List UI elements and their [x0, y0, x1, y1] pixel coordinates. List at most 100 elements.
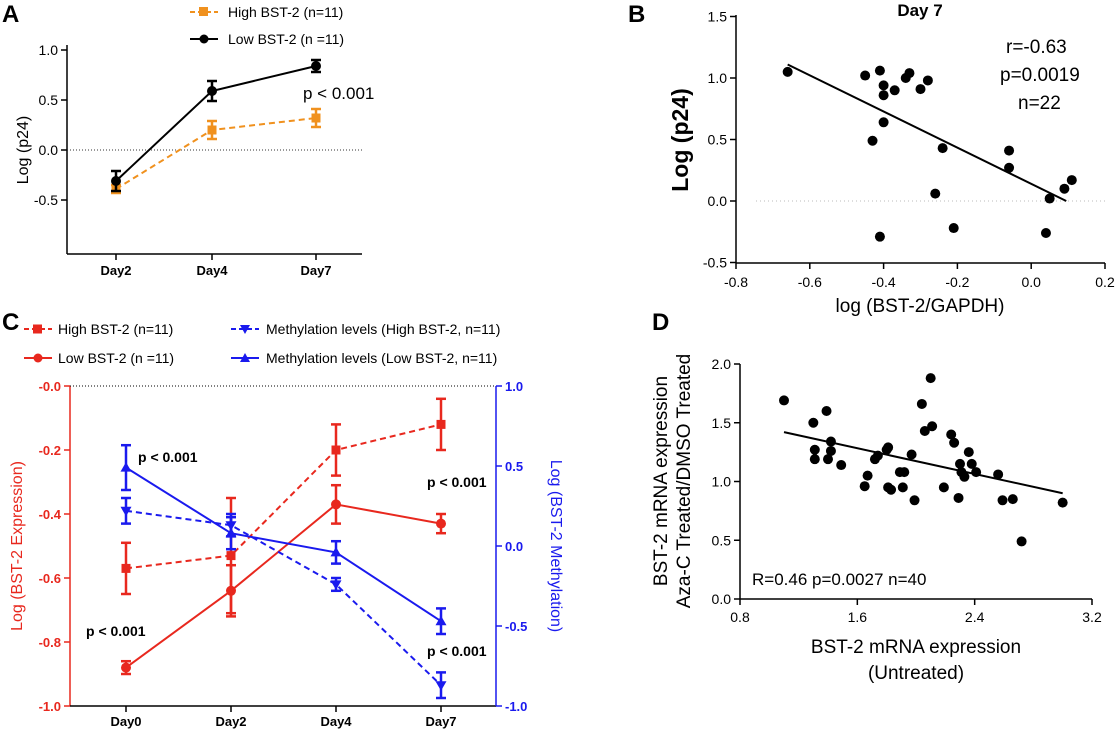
panel-d-x-ticks: 0.8 1.6 2.4 3.2: [730, 599, 1102, 625]
d-data-point: [925, 373, 936, 384]
c-series-high-bst-2-n-11: [121, 397, 446, 615]
c-point: [330, 546, 342, 557]
d-y-tick-label-0-5: 0.5: [712, 532, 732, 548]
d-data-point: [1057, 497, 1068, 508]
legend-c-meth-high: Methylation levels (High BST-2, n=11): [231, 321, 500, 337]
panel-b-y-label: Log (p24): [667, 88, 693, 192]
d-data-point: [916, 398, 927, 409]
d-data-point: [823, 454, 833, 465]
panel-b-fit-line: [787, 63, 1067, 202]
d-data-point: [953, 492, 964, 503]
c-yr-tick-label-0-0: 0.0: [505, 539, 523, 554]
b-data-point: [867, 135, 878, 146]
c-yr-tick-label-0-5: 0.5: [505, 459, 523, 474]
a-x-tick-label-day4: Day4: [196, 263, 228, 278]
legend-c-meth-high-marker: [240, 325, 250, 334]
panel-d-y-ticks: 0.0 0.5 1.0 1.5 2.0: [712, 356, 740, 607]
a-y-tick-label-0-5: 0.5: [39, 92, 59, 108]
b-x-tick-label-0-0: 0.0: [1021, 274, 1041, 290]
c-x-tick-label-day2: Day2: [215, 714, 246, 729]
c-series-methylation-levels-low-bst-2-n-11: [120, 443, 447, 636]
c-series-line: [125, 509, 442, 686]
d-data-point: [966, 458, 977, 469]
c-point: [225, 527, 237, 538]
c-series-line: [125, 423, 442, 570]
c-point: [436, 518, 446, 529]
legend-c-meth-low-label: Methylation levels (Low BST-2, n=11): [266, 350, 497, 366]
c-point: [226, 585, 236, 596]
c-x-tick-label-day0: Day0: [110, 714, 141, 729]
d-data-point: [997, 495, 1008, 506]
b-data-point: [937, 143, 948, 154]
a-series-high-bst-2-n-11: [111, 107, 321, 195]
a-point: [311, 113, 321, 123]
panel-a-y-ticks: -0.5 0.0 0.5 1.0: [34, 42, 67, 208]
b-data-point: [878, 90, 889, 101]
d-data-point: [821, 406, 832, 416]
c-point: [120, 506, 132, 517]
panel-c-legend: High BST-2 (n=11) Low BST-2 (n =11) Meth…: [24, 321, 500, 366]
c-point: [331, 445, 341, 455]
panel-b-p-value: p=0.0019: [1000, 65, 1080, 86]
b-x-tick-label-0-4: -0.4: [872, 274, 896, 290]
d-y-tick-label-0-0: 0.0: [712, 591, 732, 607]
panel-c-pvalue-day7-bottom: p < 0.001: [427, 643, 487, 659]
d-x-tick-label-3-2: 3.2: [1082, 609, 1102, 625]
panel-b-x-label: log (BST-2/GAPDH): [836, 296, 1005, 317]
legend-c-meth-low: Methylation levels (Low BST-2, n=11): [231, 350, 497, 366]
panel-a-legend: High BST-2 (n=11) Low BST-2 (n =11): [190, 4, 344, 47]
a-series-line: [115, 65, 317, 182]
b-data-point: [1044, 193, 1055, 204]
legend-high-bst2-marker: [199, 7, 208, 16]
b-y-tick-label-0-5: 0.5: [708, 132, 728, 148]
panel-c-left-label: Log (BST-2 Expression): [9, 461, 26, 631]
b-data-point: [860, 70, 871, 81]
d-data-point: [809, 444, 820, 455]
b-data-point: [874, 231, 885, 242]
d-y-tick-label-1-0: 1.0: [712, 474, 732, 490]
legend-c-high-marker: [33, 324, 42, 334]
a-series-low-bst-2-n-11: [111, 58, 321, 193]
c-point: [435, 681, 447, 691]
d-data-point: [899, 467, 910, 478]
b-data-point: [782, 66, 793, 77]
c-point: [121, 662, 131, 673]
panel-b-y-ticks: -0.5 0.0 0.5 1.0 1.5: [703, 9, 736, 271]
panel-c-right-ticks: -1.0 -0.5 0.0 0.5 1.0: [496, 379, 527, 714]
panel-a-pvalue: p < 0.001: [303, 84, 374, 103]
a-point: [311, 61, 321, 71]
b-data-point: [878, 80, 889, 91]
b-data-point: [1059, 183, 1070, 194]
b-data-point: [904, 68, 915, 79]
c-yl-tick-label-1-0: -1.0: [39, 699, 61, 714]
d-data-point: [883, 442, 894, 453]
b-x-tick-label-0-8: -0.8: [724, 274, 748, 290]
c-yl-tick-label-0-8: -0.8: [39, 635, 61, 650]
d-data-point: [836, 460, 847, 471]
c-point: [120, 462, 132, 472]
b-y-tick-label-0-5: -0.5: [703, 255, 727, 271]
b-data-point: [889, 85, 900, 96]
legend-low-bst2-label: Low BST-2 (n =11): [228, 31, 344, 47]
panel-c-pvalue-day7-top: p < 0.001: [427, 474, 487, 490]
c-point: [226, 551, 236, 561]
c-series-line: [125, 466, 442, 623]
d-data-point: [779, 395, 789, 406]
panel-d-x-label-line2: (Untreated): [868, 663, 964, 684]
c-x-tick-label-day7: Day7: [425, 714, 456, 729]
legend-high-bst2-label: High BST-2 (n=11): [228, 4, 343, 20]
panel-a-series: [111, 58, 321, 195]
a-x-tick-label-day2: Day2: [100, 263, 131, 278]
panel-c-label: C: [2, 309, 19, 336]
c-yr-tick-label-1-0: -1.0: [505, 699, 527, 714]
d-data-point: [808, 417, 819, 428]
panel-c-pvalue-day0-top: p < 0.001: [138, 449, 198, 465]
d-data-point: [955, 458, 965, 469]
c-x-tick-label-day4: Day4: [320, 714, 352, 729]
panel-b-n-value: n=22: [1018, 93, 1061, 114]
d-x-tick-label-2-4: 2.4: [965, 609, 985, 625]
b-x-tick-label-0-6: -0.6: [798, 274, 822, 290]
panel-a: A High BST-2 (n=11) Low BST-2 (n =11) -0…: [2, 1, 374, 278]
panel-d-y-label-line1: BST-2 mRNA expression: [651, 376, 672, 586]
